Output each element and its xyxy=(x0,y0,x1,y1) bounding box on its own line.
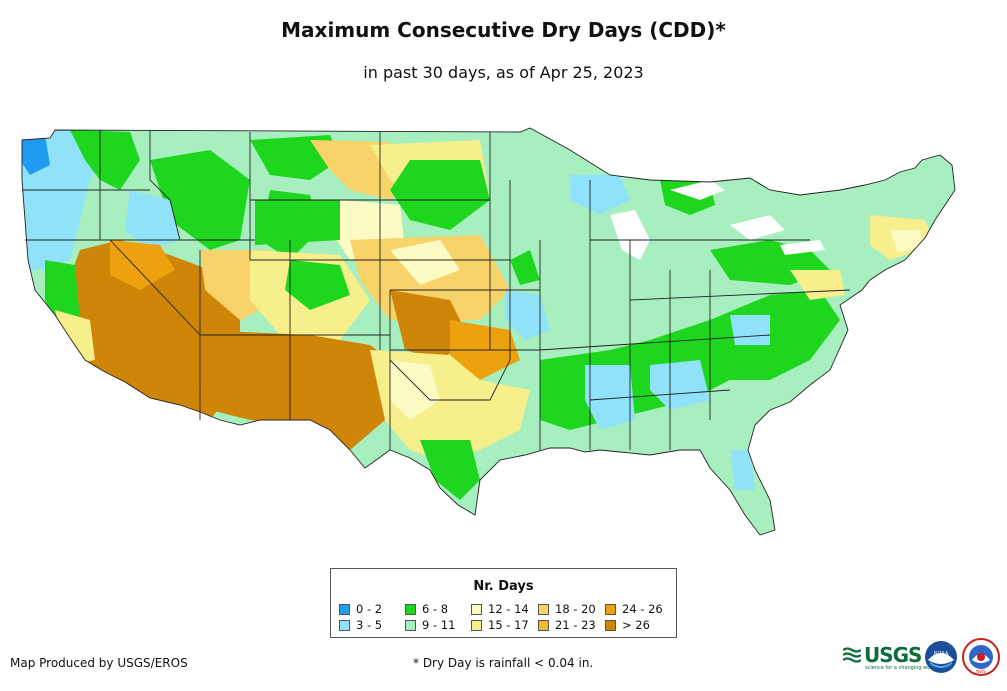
legend-label: 3 - 5 xyxy=(356,618,383,632)
legend-label: 18 - 20 xyxy=(555,602,596,616)
map-subtitle: in past 30 days, as of Apr 25, 2023 xyxy=(363,63,644,82)
nws-logo: NWS xyxy=(962,638,1000,676)
legend-label: 0 - 2 xyxy=(356,602,383,616)
usgs-logo: USGS science for a changing world xyxy=(843,643,937,671)
legend-item-6-8: 6 - 8 xyxy=(405,602,448,616)
legend-label: 24 - 26 xyxy=(622,602,663,616)
dry-day-note: * Dry Day is rainfall < 0.04 in. xyxy=(413,656,594,670)
legend-swatch xyxy=(538,619,549,631)
legend-swatch xyxy=(471,603,482,615)
legend-swatch xyxy=(605,619,616,631)
legend-item-12-14: 12 - 14 xyxy=(471,602,529,616)
legend-label: 21 - 23 xyxy=(555,618,596,632)
map-credit: Map Produced by USGS/EROS xyxy=(10,656,188,670)
legend-item-18-20: 18 - 20 xyxy=(538,602,596,616)
legend-swatch xyxy=(605,603,616,615)
legend-item-gt-26: > 26 xyxy=(605,618,650,632)
legend-item-9-11: 9 - 11 xyxy=(405,618,455,632)
legend-label: 12 - 14 xyxy=(488,602,529,616)
usgs-logo-text: USGS xyxy=(864,643,922,667)
legend-swatch xyxy=(405,619,416,631)
legend-item-24-26: 24 - 26 xyxy=(605,602,663,616)
usgs-tagline: science for a changing world xyxy=(865,665,937,671)
noaa-logo: NOAA xyxy=(925,641,957,673)
usgs-waves-icon xyxy=(843,647,861,663)
legend-swatch xyxy=(538,603,549,615)
legend: Nr. Days 0 - 2 3 - 5 6 - 8 9 - 11 12 - 1… xyxy=(330,568,677,638)
legend-item-21-23: 21 - 23 xyxy=(538,618,596,632)
legend-swatch xyxy=(339,619,350,631)
legend-item-0-2: 0 - 2 xyxy=(339,602,382,616)
legend-label: 9 - 11 xyxy=(422,618,456,632)
noaa-logo-text: NOAA xyxy=(934,651,949,657)
legend-swatch xyxy=(405,603,416,615)
legend-label: 6 - 8 xyxy=(422,602,449,616)
legend-label: > 26 xyxy=(622,618,650,632)
legend-item-3-5: 3 - 5 xyxy=(339,618,382,632)
legend-title: Nr. Days xyxy=(473,579,534,594)
legend-item-15-17: 15 - 17 xyxy=(471,618,529,632)
map-title: Maximum Consecutive Dry Days (CDD)* xyxy=(281,18,726,42)
nws-logo-text: NWS xyxy=(976,669,986,674)
us-cdd-map xyxy=(21,127,956,536)
legend-swatch xyxy=(339,603,350,615)
legend-label: 15 - 17 xyxy=(488,618,529,632)
legend-swatch xyxy=(471,619,482,631)
